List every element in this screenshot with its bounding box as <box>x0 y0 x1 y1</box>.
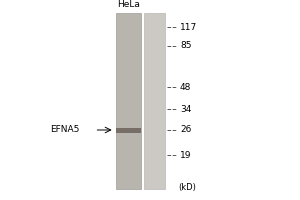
Text: 19: 19 <box>180 150 191 160</box>
Bar <box>116 13 141 189</box>
Text: EFNA5: EFNA5 <box>50 126 80 134</box>
Text: 26: 26 <box>180 126 191 134</box>
Bar <box>116 128 141 132</box>
Text: 34: 34 <box>180 104 191 114</box>
Text: 85: 85 <box>180 42 191 50</box>
Text: 117: 117 <box>180 22 197 31</box>
Text: (kD): (kD) <box>178 183 196 192</box>
Text: HeLa: HeLa <box>117 0 140 9</box>
Text: 48: 48 <box>180 83 191 92</box>
Bar <box>144 13 165 189</box>
